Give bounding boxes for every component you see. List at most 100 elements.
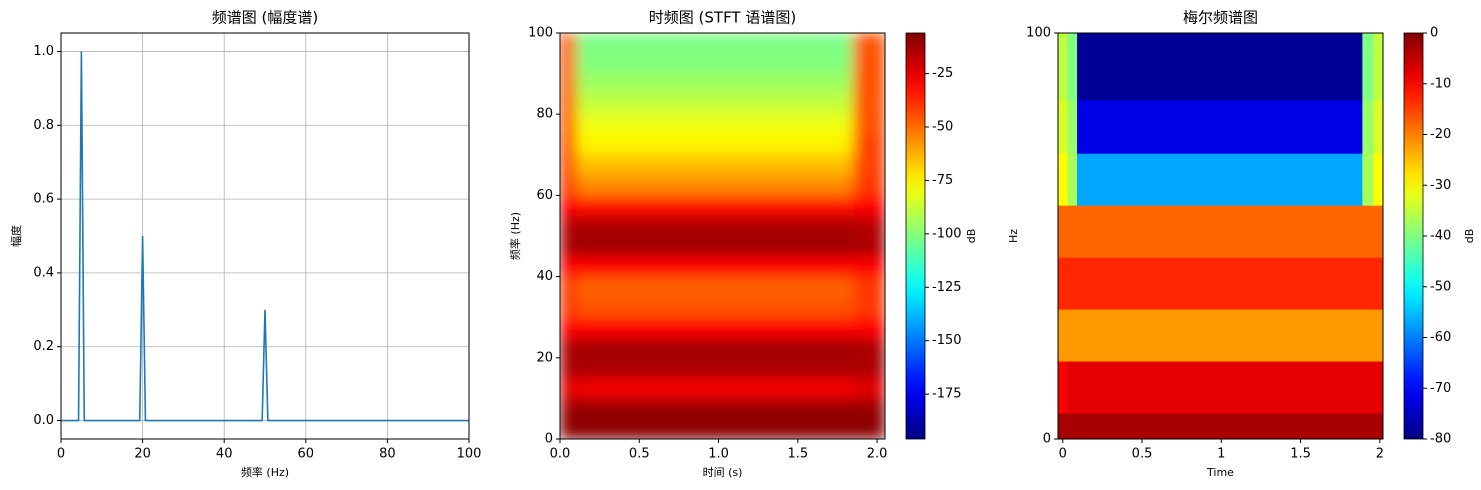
heatmap-cell (560, 276, 577, 298)
heatmap-cell (560, 33, 577, 54)
heatmap-cell (1077, 205, 1363, 258)
heatmap-cell (560, 93, 577, 115)
heatmap-cell (1058, 413, 1069, 439)
plot-area (61, 51, 469, 422)
y-tick-label: 0 (545, 432, 553, 447)
heatmap-cell (560, 378, 577, 399)
y-tick-label: 0.6 (33, 192, 54, 207)
colorbar (905, 32, 926, 440)
colorbar-tick-label: -150 (932, 333, 962, 348)
x-axis-label: 时间 (s) (703, 466, 743, 479)
heatmap-cell (560, 195, 577, 217)
heatmap-cell (575, 357, 854, 379)
y-tick-label: 60 (536, 188, 553, 203)
colorbar-tick-label: -75 (932, 173, 953, 188)
heatmap-cell (853, 114, 885, 135)
heatmap-cell (1077, 309, 1363, 362)
heatmap-cell (1058, 361, 1069, 414)
heatmap-cell (575, 93, 854, 115)
colorbar-tick-label: -40 (1430, 229, 1451, 244)
heatmap-cell (1058, 257, 1069, 310)
heatmap-cell (853, 337, 885, 359)
x-tick-label: 2 (1376, 447, 1384, 462)
heatmap-cell (853, 317, 885, 338)
heatmap-cell (560, 337, 577, 359)
heatmap-cell (575, 236, 854, 257)
heatmap-cell (853, 256, 885, 278)
colorbar-tick-label: -100 (932, 226, 962, 241)
heatmap-cell (1058, 309, 1069, 362)
heatmap-cell (560, 296, 577, 318)
x-tick-label: 40 (216, 447, 233, 462)
heatmap-cell (853, 215, 885, 237)
heatmap-cell (575, 418, 854, 439)
heatmap-cell (1067, 33, 1078, 101)
heatmap-cell (560, 418, 577, 439)
axes-frame (60, 32, 470, 440)
heatmap-cell (560, 134, 577, 156)
heatmap-cell (560, 73, 577, 95)
heatmap-cell (853, 378, 885, 399)
heatmap-cell (853, 73, 885, 95)
heatmap-cell (1373, 99, 1383, 154)
y-tick-label: 0 (1043, 432, 1051, 447)
heatmap-cell (1362, 257, 1374, 310)
heatmap (1058, 33, 1383, 439)
heatmap-cell (1362, 99, 1374, 154)
x-tick-label: 0 (57, 447, 65, 462)
heatmap-cell (1362, 309, 1374, 362)
colorbar-tick-label: -80 (1430, 432, 1451, 447)
heatmap-cell (575, 337, 854, 359)
heatmap-cell (1373, 361, 1383, 414)
heatmap-cell (1067, 309, 1078, 362)
heatmap-cell (853, 418, 885, 439)
y-tick-label: 0.0 (33, 413, 54, 428)
x-tick-label: 1.5 (1290, 447, 1311, 462)
heatmap-cell (560, 317, 577, 338)
heatmap-cell (853, 33, 885, 54)
y-axis-label: 频率 (Hz) (508, 212, 522, 260)
colorbar-tick-label: -10 (1430, 76, 1451, 91)
colorbar-tick-label: -50 (932, 120, 953, 135)
heatmap-cell (1373, 153, 1383, 206)
heatmap-cell (853, 134, 885, 156)
colorbar-tick-label: -30 (1430, 178, 1451, 193)
heatmap-cell (1077, 33, 1363, 101)
heatmap-cell (1058, 205, 1069, 258)
heatmap-cell (1373, 33, 1383, 101)
heatmap-cells (560, 33, 885, 439)
axes-frame (1057, 32, 1384, 440)
heatmap-cell (853, 195, 885, 217)
heatmap-cell (560, 357, 577, 379)
y-tick-label: 100 (1026, 26, 1051, 41)
heatmap-cell (575, 134, 854, 156)
colorbar-tick-label: -50 (1430, 279, 1451, 294)
colorbar-tick-label: 0 (1430, 26, 1438, 41)
heatmap-cell (853, 53, 885, 75)
x-tick-label: 1.5 (787, 447, 808, 462)
heatmap-cell (853, 398, 885, 420)
x-tick-label: 100 (457, 447, 482, 462)
heatmap-cell (560, 398, 577, 420)
heatmap-cell (575, 317, 854, 338)
heatmap-cell (1077, 361, 1363, 414)
heatmap-cell (853, 175, 885, 196)
colorbar-tick-label: -175 (932, 387, 962, 402)
heatmap-cell (1077, 99, 1363, 154)
heatmap-cell (560, 53, 577, 75)
heatmap-cell (853, 154, 885, 176)
heatmap-cell (1067, 153, 1078, 206)
chart-title: 时频图 (STFT 语谱图) (649, 9, 796, 27)
heatmap-cell (1058, 33, 1069, 101)
heatmap-cell (853, 357, 885, 379)
y-tick-label: 20 (536, 350, 553, 365)
heatmap-cell (1362, 33, 1374, 101)
heatmap-cell (575, 398, 854, 420)
heatmap-cell (575, 154, 854, 176)
heatmap-cell (1058, 99, 1069, 154)
y-tick-label: 0.8 (33, 118, 54, 133)
x-tick-label: 0.0 (550, 447, 571, 462)
heatmap-cell (1373, 257, 1383, 310)
heatmap (560, 33, 885, 439)
colorbar-tick-label: -20 (1430, 127, 1451, 142)
